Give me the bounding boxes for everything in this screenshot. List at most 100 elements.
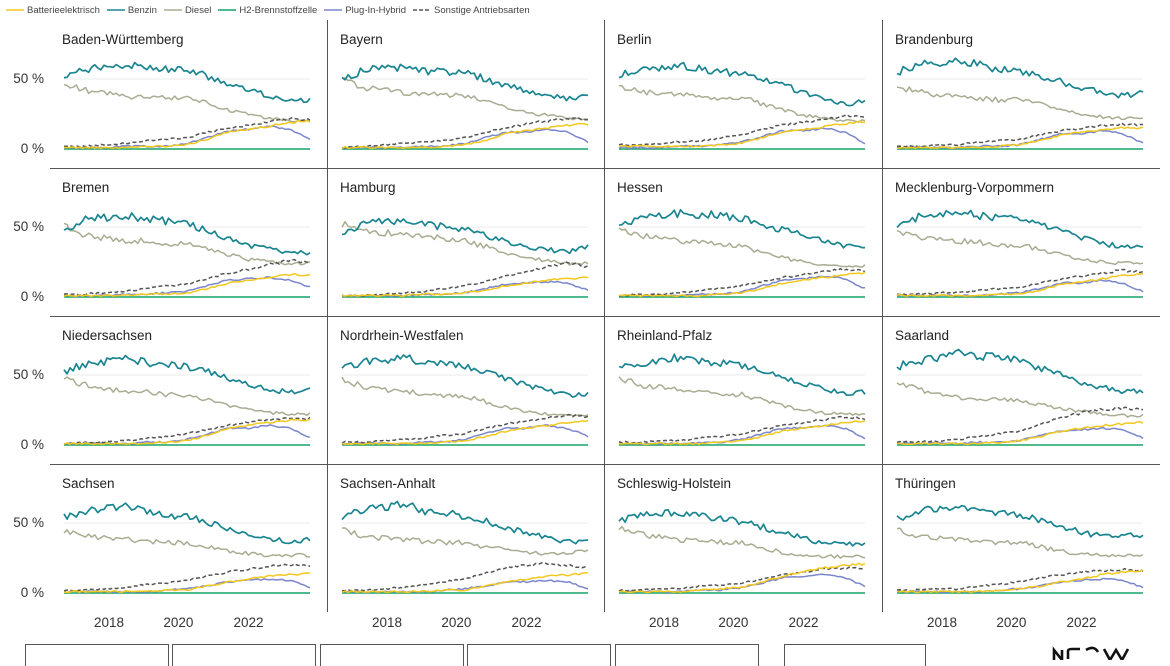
panel-title: Bayern: [340, 32, 383, 47]
panel: Hamburg: [340, 180, 589, 298]
legend-swatch: [324, 9, 343, 11]
legend-item: H2-Brennstoffzelle: [218, 5, 317, 16]
series-line-sonstige-antriebsarten: [896, 122, 1143, 148]
panel-title: Niedersachsen: [62, 328, 152, 343]
series-line-batterieelektrisch: [341, 419, 589, 446]
filter-button-2[interactable]: [172, 644, 316, 666]
legend-item: Plug-In-Hybrid: [324, 5, 406, 16]
series-line-diesel: [63, 83, 311, 123]
panel-title: Berlin: [617, 32, 652, 47]
series-line-diesel: [63, 529, 310, 558]
filter-button-1[interactable]: [25, 644, 169, 666]
series-line-benzin: [896, 57, 1144, 99]
legend-label: Benzin: [127, 4, 157, 16]
filter-button-5[interactable]: [615, 644, 759, 666]
legend-swatch: [413, 9, 432, 11]
series-line-batterieelektrisch: [896, 569, 1144, 594]
y-tick-label: 50 %: [13, 219, 44, 234]
series-line-benzin: [618, 61, 866, 107]
panel-title: Sachsen: [62, 476, 115, 491]
filter-button-6[interactable]: [784, 644, 926, 666]
panel-title: Thüringen: [895, 476, 956, 491]
series-line-batterieelektrisch: [896, 272, 1144, 298]
panel-title: Sachsen-Anhalt: [340, 476, 436, 491]
series-line-batterieelektrisch: [896, 421, 1144, 446]
series-line-sonstige-antriebsarten: [618, 267, 866, 297]
series-line-diesel: [63, 376, 311, 417]
panel-title: Nordrhein-Westfalen: [340, 328, 464, 343]
series-line-batterieelektrisch: [896, 126, 1144, 150]
x-tick-label: 2022: [1066, 615, 1097, 630]
panel: Bremen: [62, 180, 311, 298]
x-tick-label: 2022: [788, 615, 819, 630]
legend-label: Batterieelektrisch: [27, 4, 100, 16]
panel-title: Baden-Württemberg: [62, 32, 184, 47]
series-line-batterieelektrisch: [618, 271, 866, 298]
panel-title: Mecklenburg-Vorpommern: [895, 180, 1054, 195]
chart-svg: Baden-Württemberg Bayern Berlin Brandenburg…: [50, 20, 1160, 612]
series-line-diesel: [896, 382, 1144, 418]
series-line-plug-in-hybrid: [63, 424, 311, 446]
legend-swatch: [163, 9, 182, 11]
chart-legend: Batterieelektrisch Benzin Diesel H2-Brennst…: [6, 3, 530, 17]
panel: Saarland: [895, 328, 1144, 446]
x-tick-label: 2022: [233, 615, 264, 630]
series-line-sonstige-antriebsarten: [896, 268, 1144, 296]
x-tick-label: 2022: [511, 615, 542, 630]
legend-item: Sonstige Antriebsarten: [413, 5, 530, 16]
series-line-sonstige-antriebsarten: [341, 413, 589, 444]
brand-logo: [1050, 646, 1146, 665]
x-tick-label: 2018: [926, 615, 958, 630]
panel: Hessen: [617, 180, 866, 298]
series-line-sonstige-antriebsarten: [341, 562, 589, 592]
series-line-benzin: [618, 353, 866, 396]
panel-title: Schleswig-Holstein: [617, 476, 731, 491]
series-line-plug-in-hybrid: [341, 280, 589, 298]
series-line-diesel: [896, 229, 1144, 266]
bottom-toolbar: [0, 644, 1170, 666]
panel: Sachsen: [62, 476, 311, 594]
panel: Rheinland-Pfalz: [617, 328, 866, 446]
y-tick-label: 0 %: [20, 437, 44, 452]
series-line-benzin: [63, 354, 311, 395]
series-line-batterieelektrisch: [618, 420, 866, 446]
series-line-diesel: [618, 227, 866, 268]
panel-title: Hamburg: [340, 180, 396, 195]
panel: Sachsen-Anhalt: [340, 476, 589, 594]
panel: Thüringen: [895, 476, 1144, 594]
series-line-benzin: [63, 61, 311, 104]
series-line-diesel: [618, 84, 866, 123]
x-tick-label: 2020: [163, 615, 194, 630]
series-line-plug-in-hybrid: [341, 424, 589, 446]
series-line-benzin: [618, 509, 866, 547]
series-line-benzin: [341, 63, 589, 102]
series-line-diesel: [618, 376, 866, 416]
panel: Berlin: [617, 32, 866, 150]
panel: Nordrhein-Westfalen: [340, 328, 589, 446]
series-line-benzin: [618, 208, 865, 249]
panel: Brandenburg: [895, 32, 1144, 150]
series-line-sonstige-antriebsarten: [341, 117, 588, 149]
series-line-diesel: [341, 77, 589, 121]
filter-button-4[interactable]: [467, 644, 611, 666]
x-axis-ticks: 2018 2020 2022 2018 2020 2022 2018 2020 2022 2018…: [0, 612, 1170, 638]
panel: Baden-Württemberg: [62, 32, 311, 150]
legend-label: Diesel: [184, 4, 212, 16]
x-tick-label: 2018: [93, 615, 125, 630]
series-line-diesel: [896, 86, 1144, 121]
legend-item: Benzin: [106, 4, 157, 16]
legend-label: H2-Brennstoffzelle: [239, 4, 318, 16]
series-line-benzin: [896, 209, 1144, 249]
filter-button-3[interactable]: [320, 644, 464, 666]
series-line-batterieelektrisch: [341, 572, 589, 594]
series-line-benzin: [341, 500, 589, 545]
series-line-sonstige-antriebsarten: [618, 566, 866, 592]
panel-title: Bremen: [62, 180, 109, 195]
series-line-sonstige-antriebsarten: [896, 406, 1144, 444]
series-line-benzin: [63, 502, 311, 545]
legend-label: Plug-In-Hybrid: [345, 4, 407, 16]
legend-label: Sonstige Antriebsarten: [434, 4, 530, 16]
series-line-diesel: [896, 527, 1144, 558]
small-multiples-grid: Baden-Württemberg Bayern Berlin Brandenburg…: [50, 20, 1160, 612]
panel-title: Saarland: [895, 328, 949, 343]
